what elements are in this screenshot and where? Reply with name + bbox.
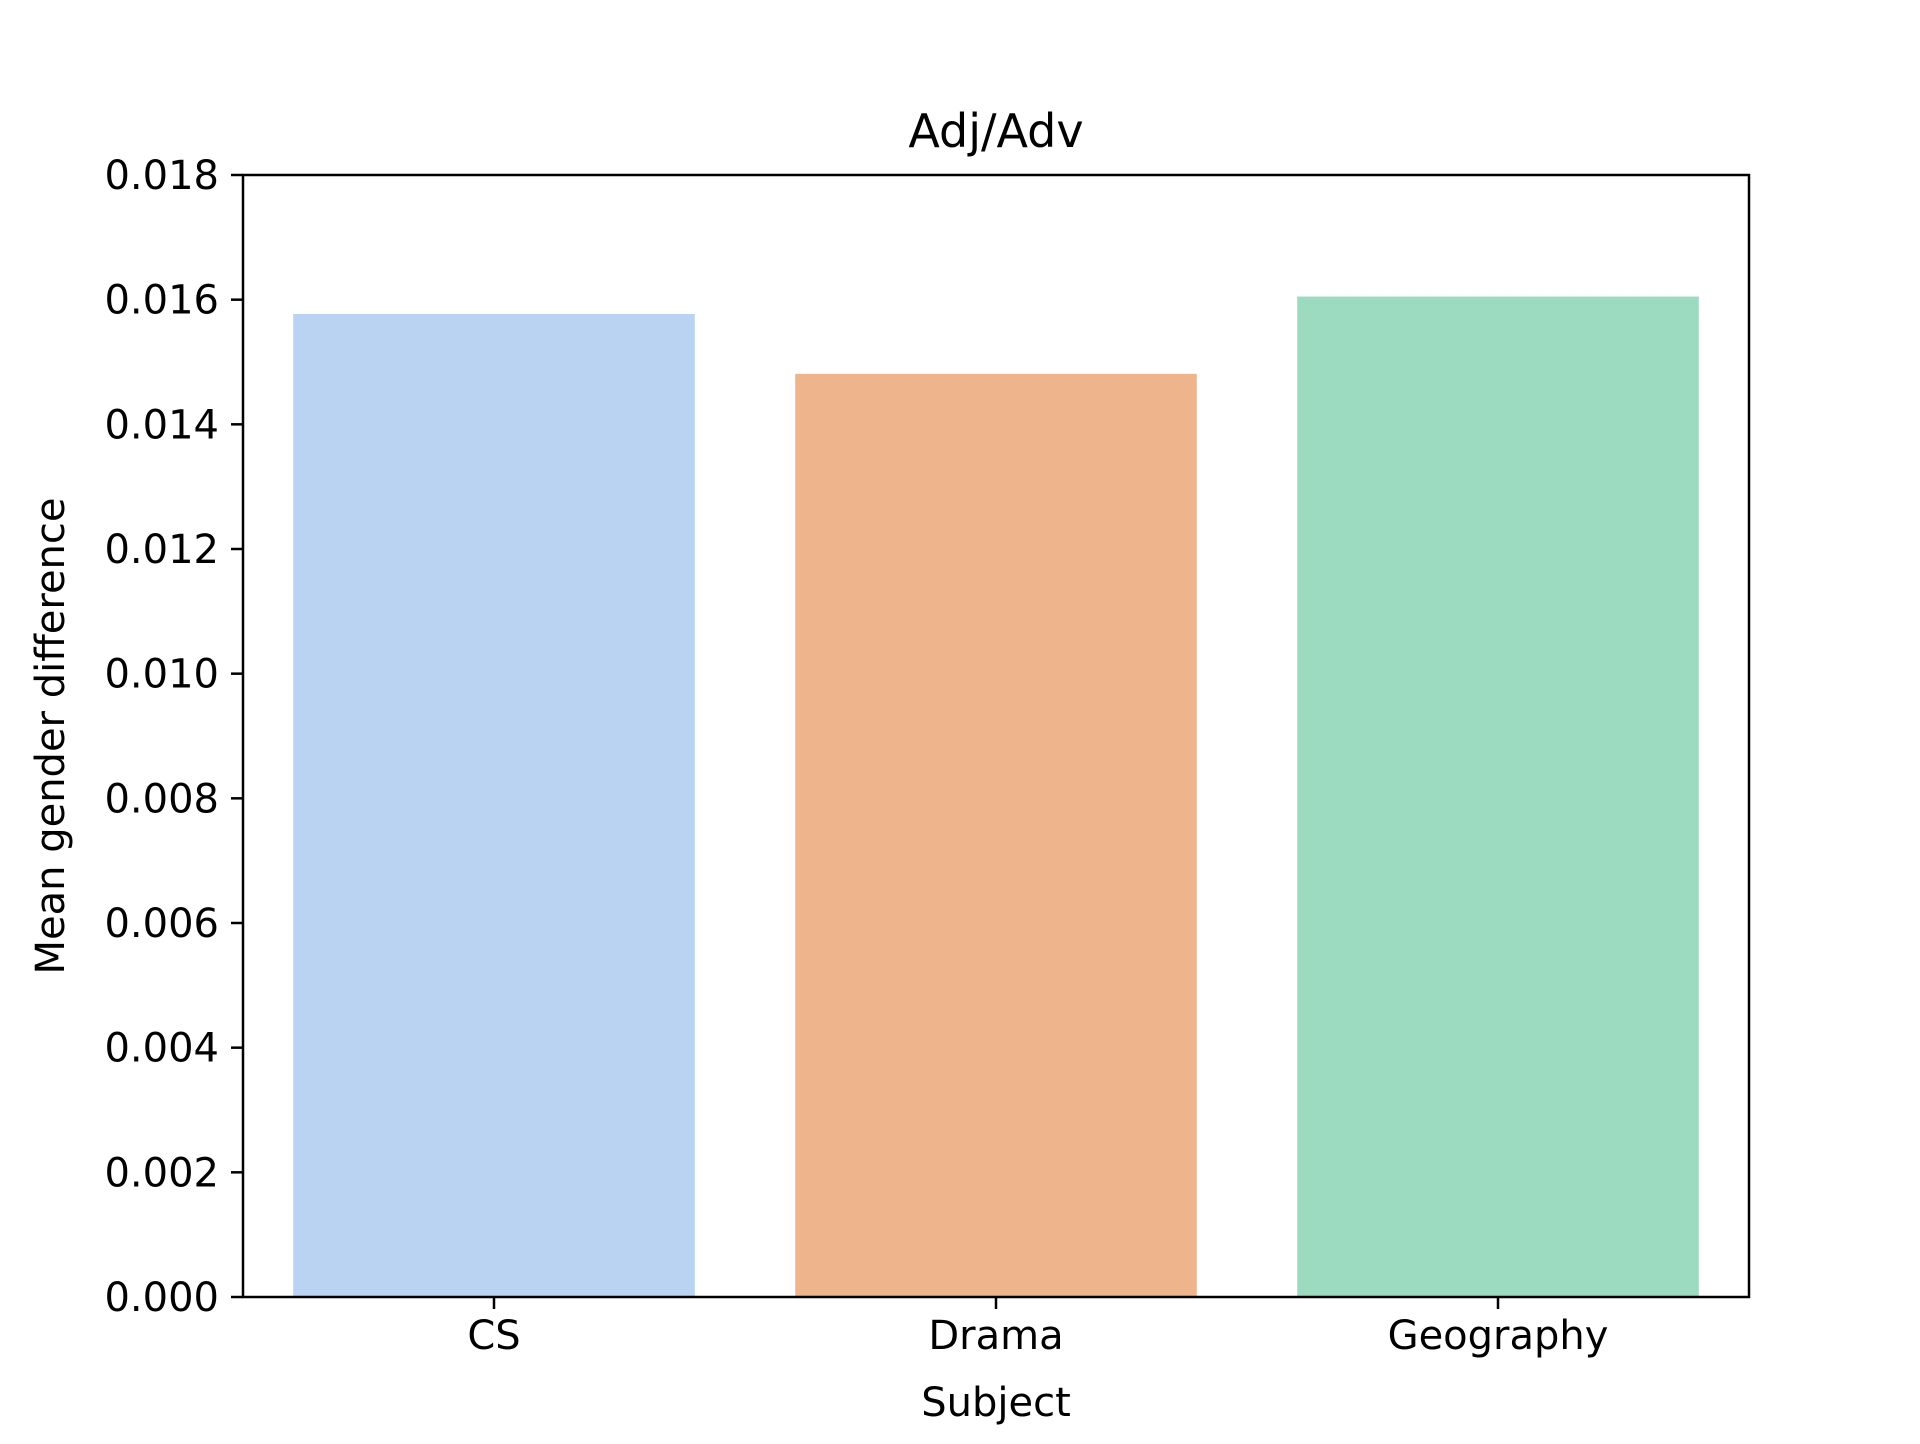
y-tick-label: 0.008 xyxy=(104,776,219,822)
y-tick-label: 0.002 xyxy=(104,1150,219,1196)
y-tick-label: 0.016 xyxy=(104,278,219,324)
chart-title: Adj/Adv xyxy=(908,104,1083,158)
y-tick-label: 0.012 xyxy=(104,527,219,573)
x-tick-label: Drama xyxy=(928,1313,1063,1359)
bars-layer xyxy=(293,296,1699,1298)
x-tick-label: Geography xyxy=(1388,1313,1609,1359)
y-tick-label: 0.004 xyxy=(104,1026,219,1072)
y-axis-ticks: 0.000 0.002 0.004 0.006 0.008 0.010 0.012 0.014… xyxy=(104,153,243,1321)
bar-drama xyxy=(795,373,1197,1297)
y-tick-label: 0.000 xyxy=(104,1275,219,1321)
bar-geography xyxy=(1297,296,1699,1297)
y-tick-label: 0.018 xyxy=(104,153,219,199)
x-axis-label: Subject xyxy=(921,1380,1071,1426)
y-tick-label: 0.006 xyxy=(104,901,219,947)
y-tick-label: 0.010 xyxy=(104,652,219,698)
y-tick-label: 0.014 xyxy=(104,402,219,448)
bar-cs xyxy=(293,314,695,1298)
x-tick-label: CS xyxy=(467,1313,520,1359)
x-axis-ticks: CS Drama Geography xyxy=(467,1297,1608,1359)
y-axis-label: Mean gender difference xyxy=(28,497,74,974)
